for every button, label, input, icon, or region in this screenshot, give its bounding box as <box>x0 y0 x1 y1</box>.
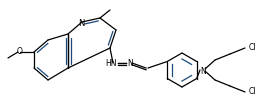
Text: N: N <box>200 66 206 75</box>
Text: N: N <box>127 59 133 68</box>
Text: N: N <box>78 20 84 29</box>
Text: Cl: Cl <box>248 87 256 96</box>
Text: Cl: Cl <box>248 43 256 52</box>
Text: O: O <box>17 47 23 56</box>
Text: HN: HN <box>105 59 117 68</box>
